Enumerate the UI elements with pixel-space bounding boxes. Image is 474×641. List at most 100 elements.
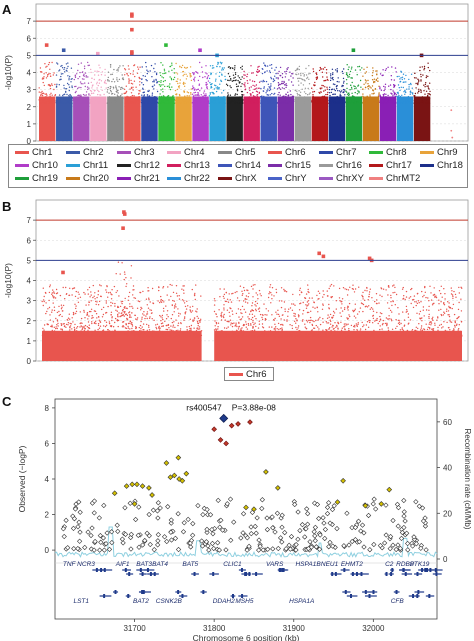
point-chr6 [221,332,224,334]
point-chr11 [215,90,218,93]
point-chr6 [342,331,344,333]
point-chr11 [224,78,227,81]
point-chr20 [371,74,374,77]
point-chr6 [132,70,135,72]
point-chr6 [387,318,389,320]
point-chr19 [346,74,349,77]
point-chr6 [137,334,139,337]
point-chr6 [358,333,360,335]
point-chr6 [318,335,320,338]
point-chr6 [217,326,219,328]
point-chr10 [206,76,209,78]
point-chr20 [375,97,378,99]
point-chr6 [328,308,330,310]
point-chr21 [379,88,381,90]
point-chr19 [350,84,352,87]
point-chrx [423,98,426,100]
point-chr6 [238,325,241,328]
point-chr6 [440,308,442,311]
point-chr12 [231,80,234,82]
point-chr13 [258,65,260,68]
point-chr7 [141,82,143,84]
point-chr6 [330,333,332,336]
point-chr6 [453,334,456,336]
point-chr6 [311,336,313,338]
point-chr6 [401,288,404,290]
point-chr6 [408,336,411,338]
point-chr20 [367,83,369,85]
point-chr1 [44,102,46,105]
point-chr18 [330,102,332,105]
point-chr6 [417,327,419,330]
point-chr14 [263,80,265,83]
point-chr6 [121,326,124,328]
point-chr8 [159,102,162,104]
point-chr6 [56,319,59,321]
point-chr6 [67,324,69,326]
point-chr9 [182,75,184,77]
point-chr3 [82,93,85,96]
point-chr6 [68,332,70,335]
point-chr18 [337,77,339,79]
point-chr13 [253,80,256,83]
point-chr1 [49,84,52,87]
point-chr6 [360,333,362,335]
point-chr21 [387,66,389,69]
point-chr6 [242,335,244,338]
dense-band-b-left [42,330,202,361]
chromosome-chr11 [208,53,227,141]
point-chr11 [214,100,216,103]
point-chr6 [279,328,282,330]
point-chr16 [295,73,297,75]
point-chr4 [99,67,101,69]
point-chr6 [292,333,294,335]
point-chr10 [200,101,202,103]
point-chr6 [138,332,140,334]
point-chr6 [262,336,265,338]
point-chr6 [332,310,335,313]
point-chr6 [448,314,450,316]
point-chr3 [82,96,84,99]
point-chr6 [432,328,434,330]
point-chr11 [211,67,214,69]
point-chr1 [48,97,50,99]
point-chr6 [381,328,383,330]
point-chr17 [322,100,324,102]
point-chr6 [131,102,133,105]
point-chr12 [231,100,233,102]
panel-label-c: C [2,394,12,409]
point-chr6 [172,326,174,328]
point-chr5 [108,80,110,82]
legend-item-chr5: Chr5 [218,147,256,158]
point-chr17 [320,96,323,98]
point-chr6 [175,285,178,287]
point-chr13 [256,68,259,71]
point-chr1 [49,94,51,96]
point-chr12 [233,69,236,71]
point-chr6 [236,291,238,293]
point-chr6 [69,325,72,327]
point-chr6 [418,332,420,334]
point-chr16 [304,87,307,90]
point-chr6 [382,330,384,333]
point-chr14 [264,64,266,66]
point-chr17 [312,94,314,96]
point-chr17 [326,76,328,78]
point-chr6 [139,331,142,333]
point-chr6 [111,316,113,318]
point-chr19 [355,87,357,89]
point-chrx [417,97,419,99]
point-chr6 [284,308,286,310]
point-chr6 [193,334,195,337]
point-chr17 [313,101,315,103]
point-chr11 [223,67,225,69]
point-chr6 [440,332,443,334]
point-chr9 [188,99,190,101]
point-chr6 [116,310,119,312]
point-chr6 [134,297,137,299]
legend-item-chr15: Chr15 [268,160,311,171]
point-chr6 [195,336,197,338]
point-chr4 [90,71,92,74]
point-chr6 [169,329,171,331]
